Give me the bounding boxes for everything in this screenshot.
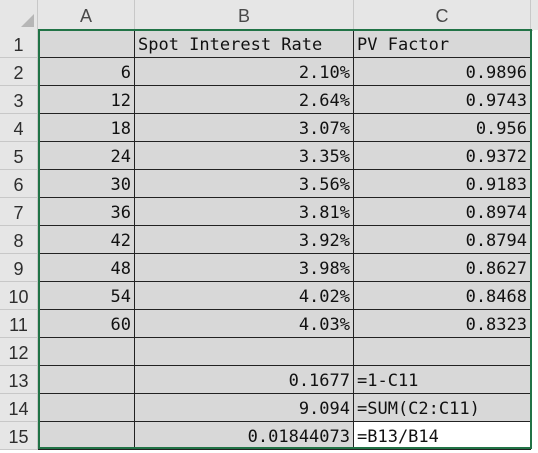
cell-b15[interactable]: 0.01844073 xyxy=(135,422,354,450)
cell-b14[interactable]: 9.094 xyxy=(135,394,354,422)
cell-b12[interactable] xyxy=(135,338,354,366)
cell-b5[interactable]: 3.35% xyxy=(135,142,354,170)
table-row: 18 3.07% 0.956 xyxy=(38,114,531,142)
cell-b8[interactable]: 3.92% xyxy=(135,226,354,254)
table-row: 0.1677 =1-C11 xyxy=(38,366,531,394)
row-header[interactable]: 8 xyxy=(0,226,37,254)
row-header[interactable]: 9 xyxy=(0,254,37,282)
cell-c8[interactable]: 0.8794 xyxy=(354,226,531,254)
row-header[interactable]: 4 xyxy=(0,114,37,142)
table-row: 6 2.10% 0.9896 xyxy=(38,58,531,86)
cell-b10[interactable]: 4.02% xyxy=(135,282,354,310)
cell-a5[interactable]: 24 xyxy=(38,142,135,170)
cell-a13[interactable] xyxy=(38,366,135,394)
row-header[interactable]: 12 xyxy=(0,338,37,366)
cell-b9[interactable]: 3.98% xyxy=(135,254,354,282)
column-header-b[interactable]: B xyxy=(135,0,354,30)
cell-a1[interactable] xyxy=(38,30,135,58)
cell-c15[interactable]: =B13/B14 xyxy=(354,422,531,450)
cell-a4[interactable]: 18 xyxy=(38,114,135,142)
cell-c1[interactable]: PV Factor xyxy=(354,30,531,58)
cell-b7[interactable]: 3.81% xyxy=(135,198,354,226)
cell-c5[interactable]: 0.9372 xyxy=(354,142,531,170)
row-header[interactable]: 2 xyxy=(0,58,37,86)
row-header[interactable]: 13 xyxy=(0,366,37,394)
row-header[interactable]: 7 xyxy=(0,198,37,226)
row-header[interactable]: 6 xyxy=(0,170,37,198)
cell-a3[interactable]: 12 xyxy=(38,86,135,114)
table-row: 30 3.56% 0.9183 xyxy=(38,170,531,198)
table-row: 42 3.92% 0.8794 xyxy=(38,226,531,254)
select-all-triangle-icon xyxy=(21,14,34,27)
cell-c13[interactable]: =1-C11 xyxy=(354,366,531,394)
table-row: 60 4.03% 0.8323 xyxy=(38,310,531,338)
cell-c11[interactable]: 0.8323 xyxy=(354,310,531,338)
row-header-column: 1 2 3 4 5 6 7 8 9 10 11 12 13 14 15 xyxy=(0,30,38,450)
table-row: 12 2.64% 0.9743 xyxy=(38,86,531,114)
table-row: 9.094 =SUM(C2:C11) xyxy=(38,394,531,422)
cell-a10[interactable]: 54 xyxy=(38,282,135,310)
cell-a8[interactable]: 42 xyxy=(38,226,135,254)
cell-b6[interactable]: 3.56% xyxy=(135,170,354,198)
cell-c7[interactable]: 0.8974 xyxy=(354,198,531,226)
cell-c10[interactable]: 0.8468 xyxy=(354,282,531,310)
cell-a9[interactable]: 48 xyxy=(38,254,135,282)
row-header[interactable]: 14 xyxy=(0,394,37,422)
cell-b4[interactable]: 3.07% xyxy=(135,114,354,142)
row-header[interactable]: 3 xyxy=(0,86,37,114)
cell-b13[interactable]: 0.1677 xyxy=(135,366,354,394)
column-header-row: A B C xyxy=(0,0,538,31)
table-row xyxy=(38,338,531,366)
row-header[interactable]: 10 xyxy=(0,282,37,310)
cell-b2[interactable]: 2.10% xyxy=(135,58,354,86)
table-row: Spot Interest Rate PV Factor xyxy=(38,30,531,58)
cell-a12[interactable] xyxy=(38,338,135,366)
cell-a6[interactable]: 30 xyxy=(38,170,135,198)
cell-c2[interactable]: 0.9896 xyxy=(354,58,531,86)
cell-b11[interactable]: 4.03% xyxy=(135,310,354,338)
table-row: 36 3.81% 0.8974 xyxy=(38,198,531,226)
table-row: 48 3.98% 0.8627 xyxy=(38,254,531,282)
cell-a11[interactable]: 60 xyxy=(38,310,135,338)
cell-c9[interactable]: 0.8627 xyxy=(354,254,531,282)
table-row: 0.01844073 =B13/B14 xyxy=(38,422,531,450)
cell-a7[interactable]: 36 xyxy=(38,198,135,226)
cell-c12[interactable] xyxy=(354,338,531,366)
cell-a14[interactable] xyxy=(38,394,135,422)
table-row: 24 3.35% 0.9372 xyxy=(38,142,531,170)
cell-a15[interactable] xyxy=(38,422,135,450)
column-header-a[interactable]: A xyxy=(38,0,135,30)
cell-a2[interactable]: 6 xyxy=(38,58,135,86)
select-all-button[interactable] xyxy=(0,0,38,30)
sheet-right-edge xyxy=(533,30,538,453)
cell-b3[interactable]: 2.64% xyxy=(135,86,354,114)
table-row: 54 4.02% 0.8468 xyxy=(38,282,531,310)
cell-c3[interactable]: 0.9743 xyxy=(354,86,531,114)
cell-b1[interactable]: Spot Interest Rate xyxy=(135,30,354,58)
cell-c14[interactable]: =SUM(C2:C11) xyxy=(354,394,531,422)
row-header[interactable]: 15 xyxy=(0,422,37,450)
cell-c6[interactable]: 0.9183 xyxy=(354,170,531,198)
cell-grid: Spot Interest Rate PV Factor 6 2.10% 0.9… xyxy=(38,30,531,450)
row-header[interactable]: 5 xyxy=(0,142,37,170)
column-header-c[interactable]: C xyxy=(354,0,531,30)
row-header[interactable]: 11 xyxy=(0,310,37,338)
cell-c4[interactable]: 0.956 xyxy=(354,114,531,142)
row-header[interactable]: 1 xyxy=(0,30,37,58)
